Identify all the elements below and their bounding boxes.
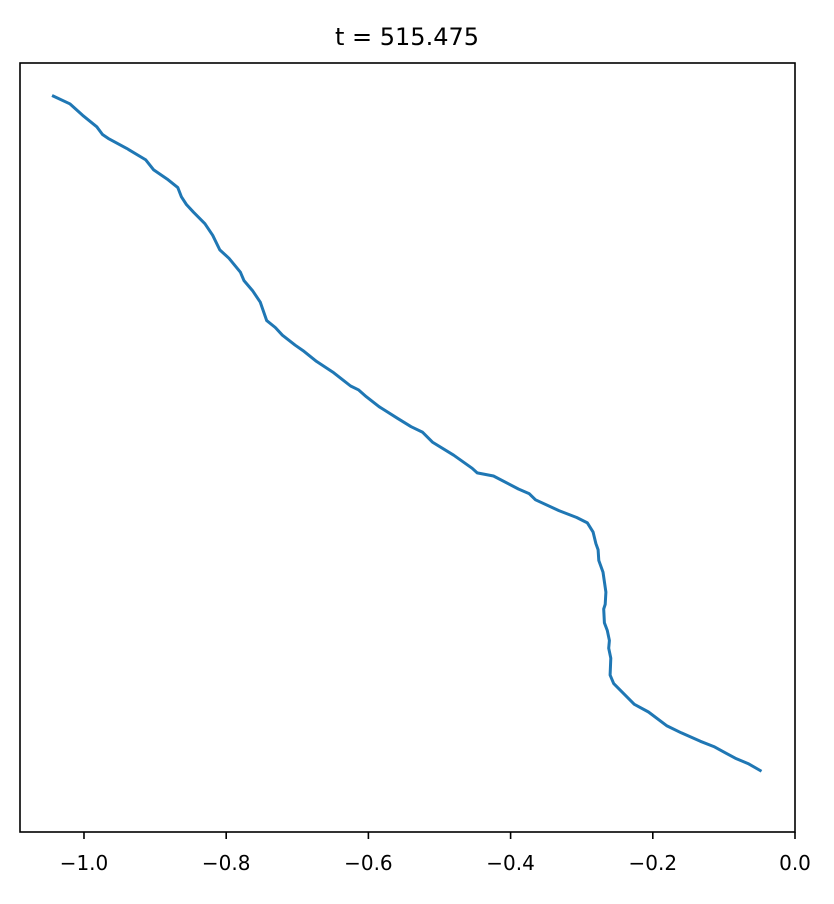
x-tick-label: −0.6: [344, 851, 393, 875]
x-tick-label: −0.8: [202, 851, 251, 875]
x-axis: −1.0 −0.8 −0.6 −0.4 −0.2 0.0: [60, 832, 811, 875]
x-tick-label: −1.0: [60, 851, 109, 875]
axes-frame: [19, 62, 796, 833]
x-tick-label: −0.4: [486, 851, 535, 875]
x-tick-label: 0.0: [779, 851, 811, 875]
plot-layer: [51, 94, 763, 773]
x-tick-label: −0.2: [629, 851, 678, 875]
series-line-0: [51, 94, 763, 773]
chart-title: t = 515.475: [335, 23, 479, 51]
